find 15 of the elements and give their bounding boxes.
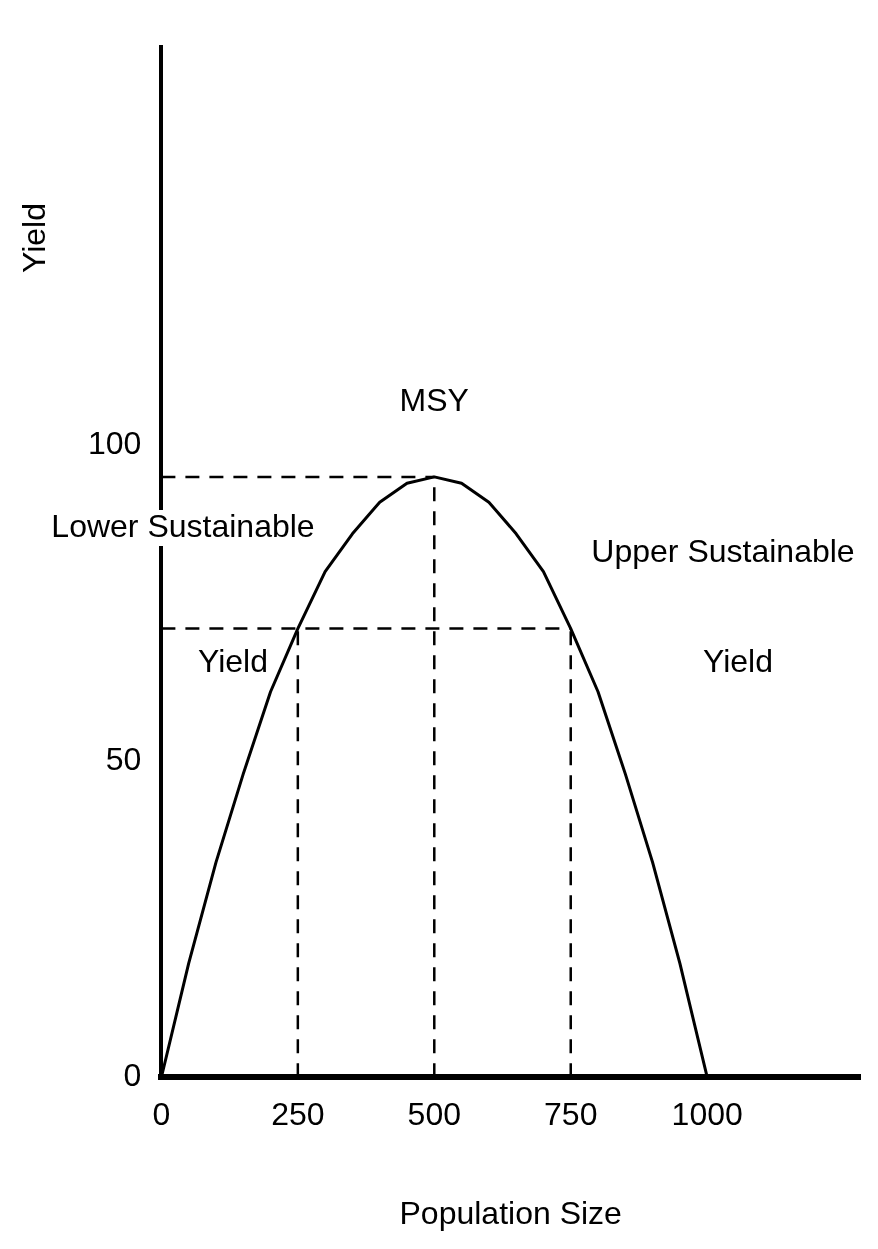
y-tick-label: 100: [88, 425, 142, 462]
annotation: Yield: [703, 642, 773, 679]
y-tick-label: 0: [123, 1057, 142, 1094]
y-axis-title: Yield: [15, 203, 52, 273]
x-tick-label: 500: [407, 1096, 461, 1133]
x-tick-label: 0: [152, 1096, 171, 1133]
x-tick-label: 250: [271, 1096, 325, 1133]
annotation: Upper Sustainable: [591, 532, 855, 569]
x-tick-label: 1000: [671, 1096, 743, 1133]
y-tick-label: 50: [105, 741, 142, 778]
annotation: Yield: [198, 642, 268, 679]
x-tick-label: 750: [544, 1096, 598, 1133]
annotation: MSY: [399, 381, 469, 418]
x-axis-title: Population Size: [399, 1194, 622, 1231]
annotation: Lower Sustainable: [51, 507, 315, 544]
